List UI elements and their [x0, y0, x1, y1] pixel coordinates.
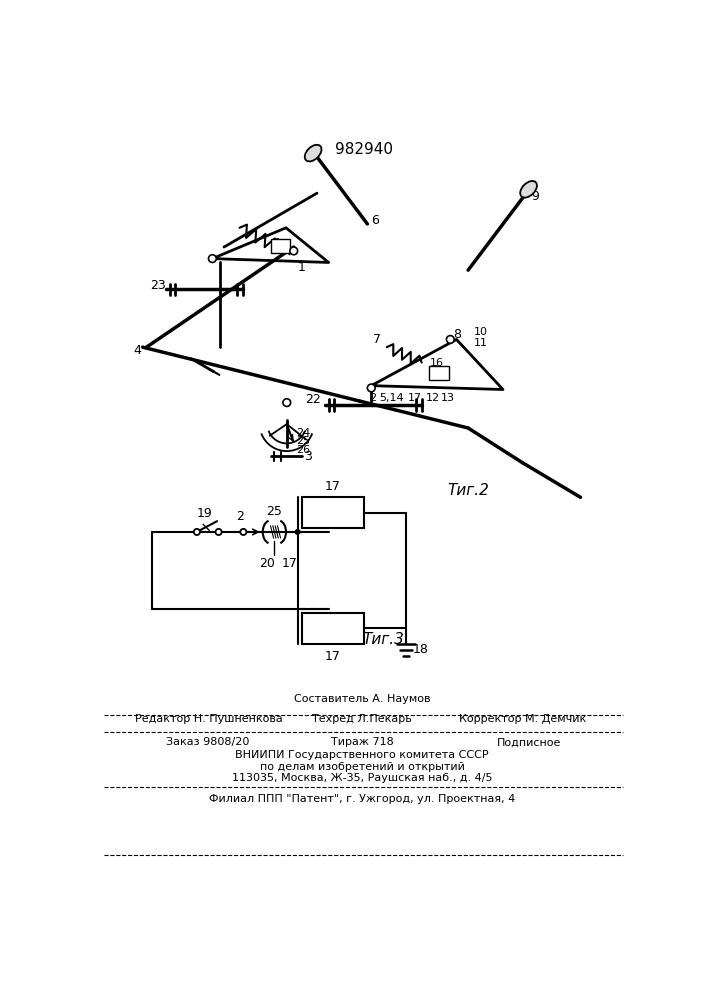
Text: 13: 13	[441, 393, 455, 403]
Text: Тираж 718: Тираж 718	[331, 737, 393, 747]
Text: Корректор М. Демчик: Корректор М. Демчик	[459, 714, 586, 724]
Text: 1: 1	[298, 261, 305, 274]
Text: 17: 17	[325, 650, 341, 663]
Text: 5,14: 5,14	[379, 393, 404, 403]
Ellipse shape	[520, 181, 537, 198]
Text: 7: 7	[373, 333, 381, 346]
Text: 20: 20	[259, 557, 274, 570]
Text: Редактор Н. Пушненкова: Редактор Н. Пушненкова	[134, 714, 282, 724]
Text: 2: 2	[236, 510, 244, 523]
Text: Τиг.3: Τиг.3	[362, 632, 404, 647]
Text: Подписное: Подписное	[497, 737, 561, 747]
Text: 11: 11	[474, 338, 489, 348]
Text: 8: 8	[452, 328, 461, 341]
Text: Филиал ППП "Патент", г. Ужгород, ул. Проектная, 4: Филиал ППП "Патент", г. Ужгород, ул. Про…	[209, 794, 515, 804]
Text: 10: 10	[474, 327, 489, 337]
Circle shape	[209, 255, 216, 262]
Text: 18: 18	[412, 643, 428, 656]
Text: Составитель А. Наумов: Составитель А. Наумов	[293, 694, 430, 704]
Text: 19: 19	[197, 507, 213, 520]
Circle shape	[240, 529, 247, 535]
Bar	[271, 239, 290, 253]
Circle shape	[194, 529, 200, 535]
Ellipse shape	[305, 145, 322, 161]
Text: 113035, Москва, Ж-35, Раушская наб., д. 4/5: 113035, Москва, Ж-35, Раушская наб., д. …	[232, 773, 492, 783]
Text: 2: 2	[369, 393, 376, 403]
Text: 6: 6	[371, 214, 379, 227]
Circle shape	[446, 336, 454, 343]
Circle shape	[368, 384, 375, 392]
Circle shape	[290, 247, 298, 255]
Text: 25: 25	[296, 436, 310, 446]
Text: 17: 17	[408, 393, 422, 403]
Text: ВНИИПИ Государственного комитета СССР: ВНИИПИ Государственного комитета СССР	[235, 750, 489, 760]
Text: 23: 23	[150, 279, 166, 292]
Text: 17: 17	[325, 480, 341, 493]
Text: 25: 25	[267, 505, 282, 518]
Text: 982940: 982940	[334, 142, 392, 157]
Text: 16: 16	[430, 358, 444, 368]
Circle shape	[216, 529, 222, 535]
Text: Техред Л.Пекарь: Техред Л.Пекарь	[312, 714, 411, 724]
Text: 17: 17	[282, 557, 298, 570]
Text: 4: 4	[133, 344, 141, 358]
Text: 9: 9	[532, 190, 539, 204]
Bar	[301, 613, 363, 644]
Bar	[429, 366, 449, 380]
Text: Заказ 9808/20: Заказ 9808/20	[166, 737, 250, 747]
Text: 3: 3	[304, 450, 312, 463]
Text: по делам изобретений и открытий: по делам изобретений и открытий	[259, 762, 464, 772]
Text: Τиг.2: Τиг.2	[448, 483, 489, 498]
Text: 12: 12	[426, 393, 440, 403]
Text: 24: 24	[296, 428, 310, 438]
Bar	[301, 497, 363, 528]
Circle shape	[296, 530, 300, 534]
Text: 26: 26	[296, 445, 310, 455]
Text: 22: 22	[305, 393, 321, 406]
Circle shape	[283, 399, 291, 406]
